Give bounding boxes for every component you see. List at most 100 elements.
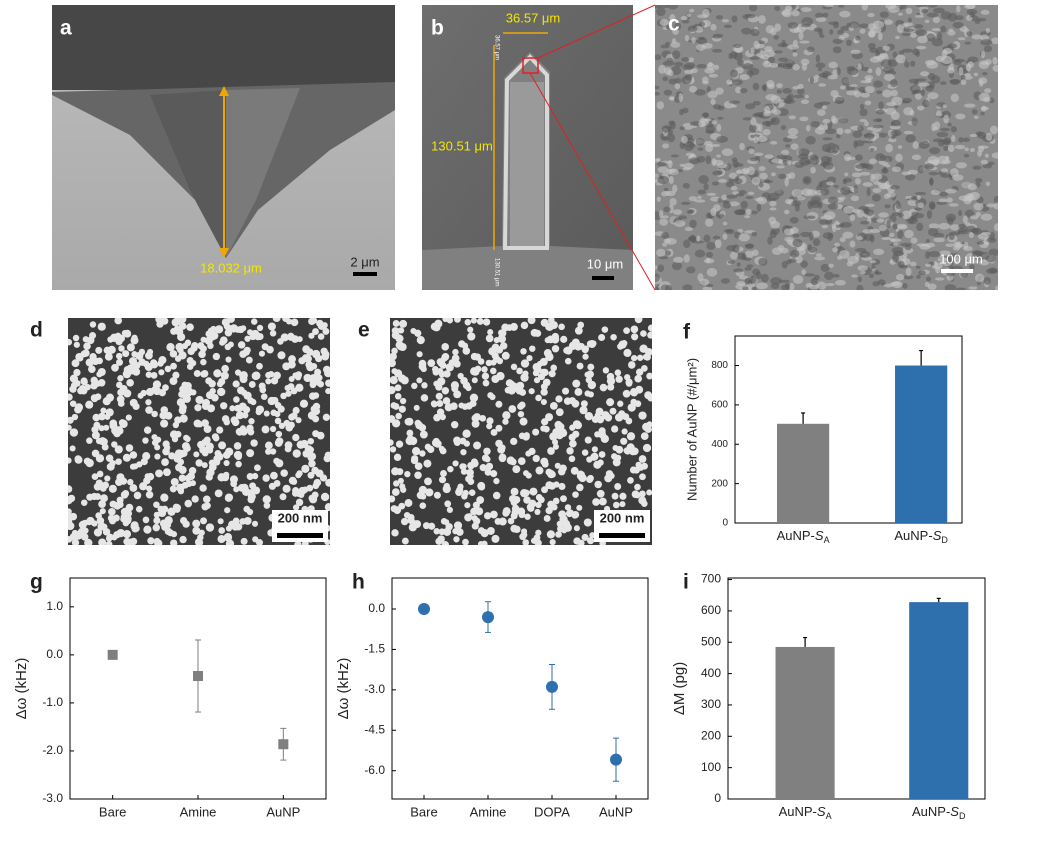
nanoparticle (460, 468, 468, 475)
nanoparticle (630, 388, 637, 395)
nanoparticle (552, 497, 560, 505)
texture (806, 46, 815, 53)
nanoparticle (142, 516, 150, 524)
texture (918, 270, 926, 276)
nanoparticle (167, 507, 176, 516)
nanoparticle (416, 336, 425, 345)
nanoparticle (224, 494, 233, 502)
texture (659, 218, 669, 226)
texture (821, 105, 828, 110)
texture (694, 89, 706, 96)
nanoparticle (178, 406, 187, 415)
texture (972, 165, 982, 170)
nanoparticle (393, 453, 402, 462)
nanoparticle (325, 379, 330, 387)
nanoparticle (523, 470, 530, 477)
texture (901, 171, 912, 176)
nanoparticle (444, 403, 453, 412)
texture (823, 211, 836, 220)
nanoparticle (230, 416, 239, 424)
texture (916, 222, 924, 232)
texture (722, 233, 728, 240)
texture (680, 201, 691, 205)
nanoparticle (573, 537, 581, 545)
texture (716, 169, 723, 175)
nanoparticle (152, 380, 162, 389)
nanoparticle (502, 507, 511, 516)
nanoparticle (481, 366, 488, 373)
texture (731, 15, 738, 23)
nanoparticle (533, 377, 541, 384)
texture (947, 12, 958, 22)
nanoparticle (144, 362, 153, 371)
nanoparticle (527, 318, 536, 325)
nanoparticle (640, 432, 649, 441)
nanoparticle (272, 318, 281, 323)
nanoparticle (393, 480, 400, 487)
nanoparticle (583, 518, 592, 527)
nanoparticle (453, 390, 462, 399)
texture (756, 196, 768, 205)
texture (834, 242, 840, 248)
texture (807, 244, 813, 251)
texture (881, 237, 892, 241)
texture (661, 125, 672, 133)
nanoparticle (172, 371, 180, 379)
nanoparticle (432, 366, 439, 373)
texture (745, 208, 752, 216)
nanoparticle (558, 323, 565, 331)
texture (832, 38, 843, 45)
texture (855, 154, 863, 161)
y-tick-label: -3.0 (42, 791, 63, 805)
nanoparticle (482, 379, 490, 387)
texture (916, 243, 927, 247)
texture (846, 39, 852, 47)
texture (832, 46, 842, 54)
texture (785, 63, 793, 69)
nanoparticle (573, 421, 583, 430)
nanoparticle (516, 381, 525, 390)
texture (697, 195, 702, 199)
x-tick-label: AuNP-SD (912, 804, 966, 821)
nanoparticle (543, 349, 552, 358)
nanoparticle (116, 528, 125, 538)
nanoparticle (269, 330, 277, 337)
texture (663, 187, 669, 191)
texture (980, 39, 993, 46)
nanoparticle (218, 441, 227, 450)
nanoparticle (452, 528, 459, 535)
texture (684, 62, 696, 69)
texture (969, 11, 975, 18)
nanoparticle (114, 318, 123, 325)
texture (721, 19, 730, 23)
nanoparticle (420, 394, 429, 402)
texture (699, 278, 710, 286)
texture (705, 251, 714, 259)
nanoparticle (193, 451, 200, 458)
nanoparticle (465, 384, 472, 392)
nanoparticle (431, 438, 441, 447)
texture (818, 219, 829, 225)
annotation-small: 36.57 μm (493, 35, 499, 60)
nanoparticle (391, 467, 400, 476)
texture (818, 29, 823, 36)
nanoparticle (254, 464, 261, 472)
nanoparticle (627, 403, 636, 412)
nanoparticle (287, 360, 296, 369)
texture (970, 227, 979, 234)
bar (895, 365, 948, 523)
texture (935, 112, 943, 117)
nanoparticle (123, 389, 132, 398)
nanoparticle (414, 329, 422, 337)
texture (718, 178, 727, 183)
nanoparticle (489, 510, 498, 519)
nanoparticle (611, 492, 619, 500)
texture (883, 19, 893, 25)
texture (768, 62, 779, 68)
texture (714, 239, 722, 249)
nanoparticle (69, 445, 76, 452)
texture (657, 175, 670, 185)
nanoparticle (316, 319, 324, 327)
nanoparticle (483, 447, 491, 456)
texture (681, 19, 690, 24)
